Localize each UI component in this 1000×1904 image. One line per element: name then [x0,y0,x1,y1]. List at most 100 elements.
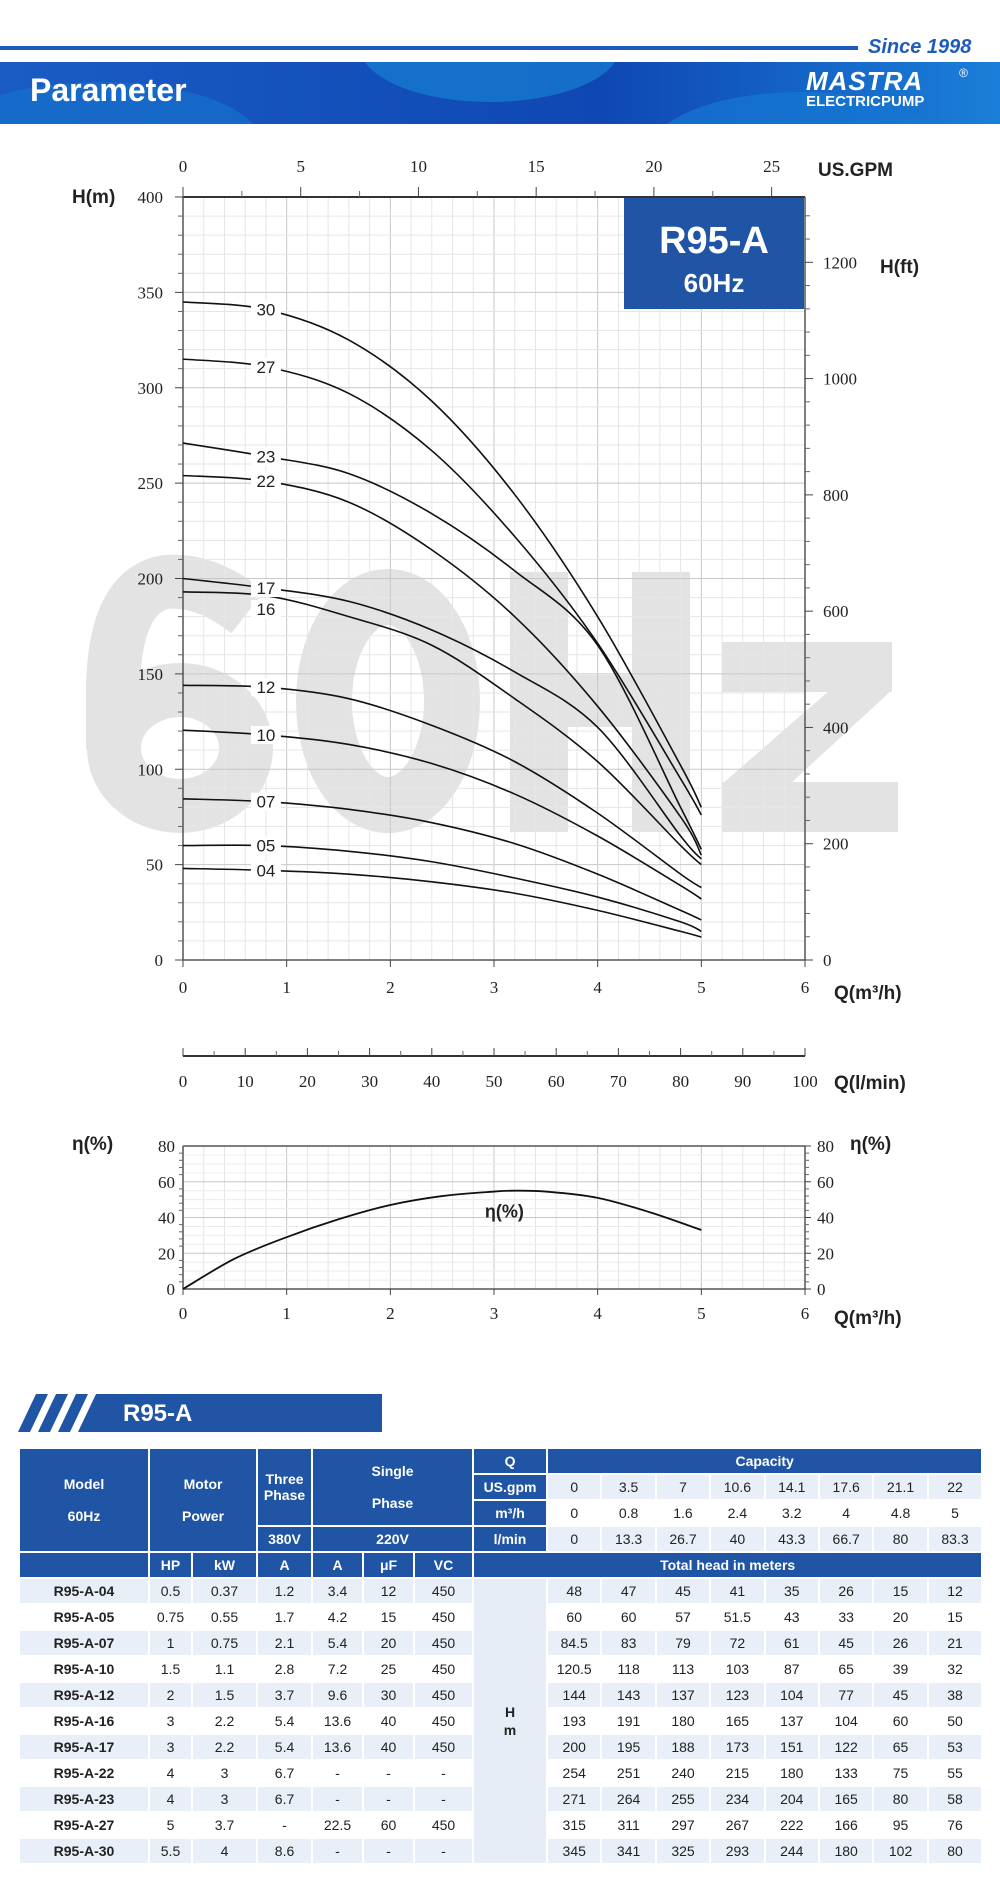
spec-cell: - [311,1785,365,1813]
gpm-tick-label: 0 [179,157,188,176]
curve-label-10: 10 [256,726,275,745]
curve-label-bg [250,357,281,376]
head-cell: 53 [926,1733,984,1761]
eff-y-tick-label: 80 [158,1137,175,1156]
eff-y2-tick-label: 40 [817,1209,834,1228]
usgpm-cell: 14.1 [763,1473,820,1501]
y-tick-label: 0 [155,951,164,970]
eff-y2-tick-label: 80 [817,1137,834,1156]
head-cell: 180 [763,1759,820,1787]
head-cell: 84.5 [546,1629,603,1657]
table-row: R95-A-30 5.5 4 8.6- - -345 341 325 293 244 180 102 8… [18,1837,984,1865]
head-cell: 240 [654,1759,712,1787]
header-rule [0,46,858,50]
lmin-tick-label: 40 [423,1072,440,1091]
performance-table: Model 60Hz Motor Power Three Phase Single Phase… [18,1447,984,1865]
spec-cell: 5.5 [148,1837,193,1865]
usgpm-cell: 3.5 [600,1473,657,1501]
unit-header: HP [148,1551,193,1579]
spec-cell: 5.4 [256,1733,314,1761]
head-cell: 143 [600,1681,657,1709]
spec-cell: - [362,1759,416,1787]
head-cell: 79 [654,1629,712,1657]
watermark-glyph-h-bar [510,675,690,727]
head-cell: 103 [709,1655,766,1683]
head-cell: 133 [817,1759,875,1787]
head-cell: 60 [872,1707,929,1735]
lmin-tick-label: 20 [299,1072,316,1091]
head-cell: 123 [709,1681,766,1709]
head-cell: 65 [817,1655,875,1683]
brand-logo: MASTRA ELECTRICPUMP ® [806,66,968,110]
spec-cell: 5 [148,1811,193,1839]
head-cell: 255 [654,1785,712,1813]
lmin-tick-label: 0 [179,1072,188,1091]
head-cell: 271 [546,1785,603,1813]
model-title: R95-A [659,220,769,262]
head-cell: 65 [872,1733,929,1761]
curve-label-17: 17 [256,579,275,598]
curve-label-30: 30 [256,301,275,320]
head-cell: 43 [763,1603,820,1631]
head-cell: 45 [872,1681,929,1709]
blank-header [18,1551,150,1579]
m-label: m [503,1722,517,1738]
lmin-cell: 0 [546,1525,603,1553]
m3h-cell: 0 [546,1499,603,1527]
head-cell: 33 [817,1603,875,1631]
efficiency-curve [182,1189,702,1290]
head-cell: 345 [546,1837,603,1865]
spec-cell: 0.75 [148,1603,193,1631]
table-row: R95-A-22 4 3 6.7- - -254 251 240 215 180 133 75 55 [18,1759,984,1787]
head-cell: 21 [926,1629,984,1657]
spec-cell: 450 [413,1733,475,1761]
head-cell: 341 [600,1837,657,1865]
head-cell: 32 [926,1655,984,1683]
spec-cell: 450 [413,1655,475,1683]
head-cell: 38 [926,1681,984,1709]
head-cell: 215 [709,1759,766,1787]
y2-tick-label: 0 [823,951,832,970]
head-cell: 244 [763,1837,820,1865]
spec-cell: 13.6 [311,1707,365,1735]
head-cell: 77 [817,1681,875,1709]
y-tick-label: 350 [138,283,164,302]
y2-tick-label: 600 [823,602,849,621]
m3h-cell: 3.2 [763,1499,820,1527]
curve-label-bg [250,861,281,880]
eff-x-axis-label: Q(m³/h) [834,1308,902,1329]
head-cell: 48 [546,1577,603,1605]
head-cell: 80 [872,1785,929,1813]
m3h-cell: 0.8 [600,1499,657,1527]
registered-icon: ® [959,66,968,80]
head-cell: 15 [926,1603,984,1631]
eff-x-tick-label: 5 [697,1304,706,1323]
spec-cell: 13.6 [311,1733,365,1761]
curve-label-04: 04 [256,861,275,880]
spec-cell: 450 [413,1603,475,1631]
eff-y2-axis-label: η(%) [850,1134,891,1155]
spec-cell: 0.5 [148,1577,193,1605]
head-cell: 293 [709,1837,766,1865]
head-cell: 113 [654,1655,712,1683]
head-cell: 45 [817,1629,875,1657]
spec-cell: 450 [413,1577,475,1605]
head-cell: 83 [600,1629,657,1657]
m3h-cell: 4 [817,1499,875,1527]
head-cell: 118 [600,1655,657,1683]
pump-curve-30 [182,301,703,808]
curve-label-bg [250,725,281,744]
head-cell: 104 [763,1681,820,1709]
head-cell: 191 [600,1707,657,1735]
spec-cell: 4 [148,1785,193,1813]
spec-cell: - [413,1759,475,1787]
table-row: R95-A-23 4 3 6.7- - -271 264 255 234 204 165 80 58 [18,1785,984,1813]
spec-cell: 40 [362,1707,416,1735]
spec-cell: 22.5 [311,1811,365,1839]
curve-label-27: 27 [256,358,275,377]
head-cell: 12 [926,1577,984,1605]
head-cell: 166 [817,1811,875,1839]
curve-label-bg [250,447,281,466]
head-cell: 204 [763,1785,820,1813]
